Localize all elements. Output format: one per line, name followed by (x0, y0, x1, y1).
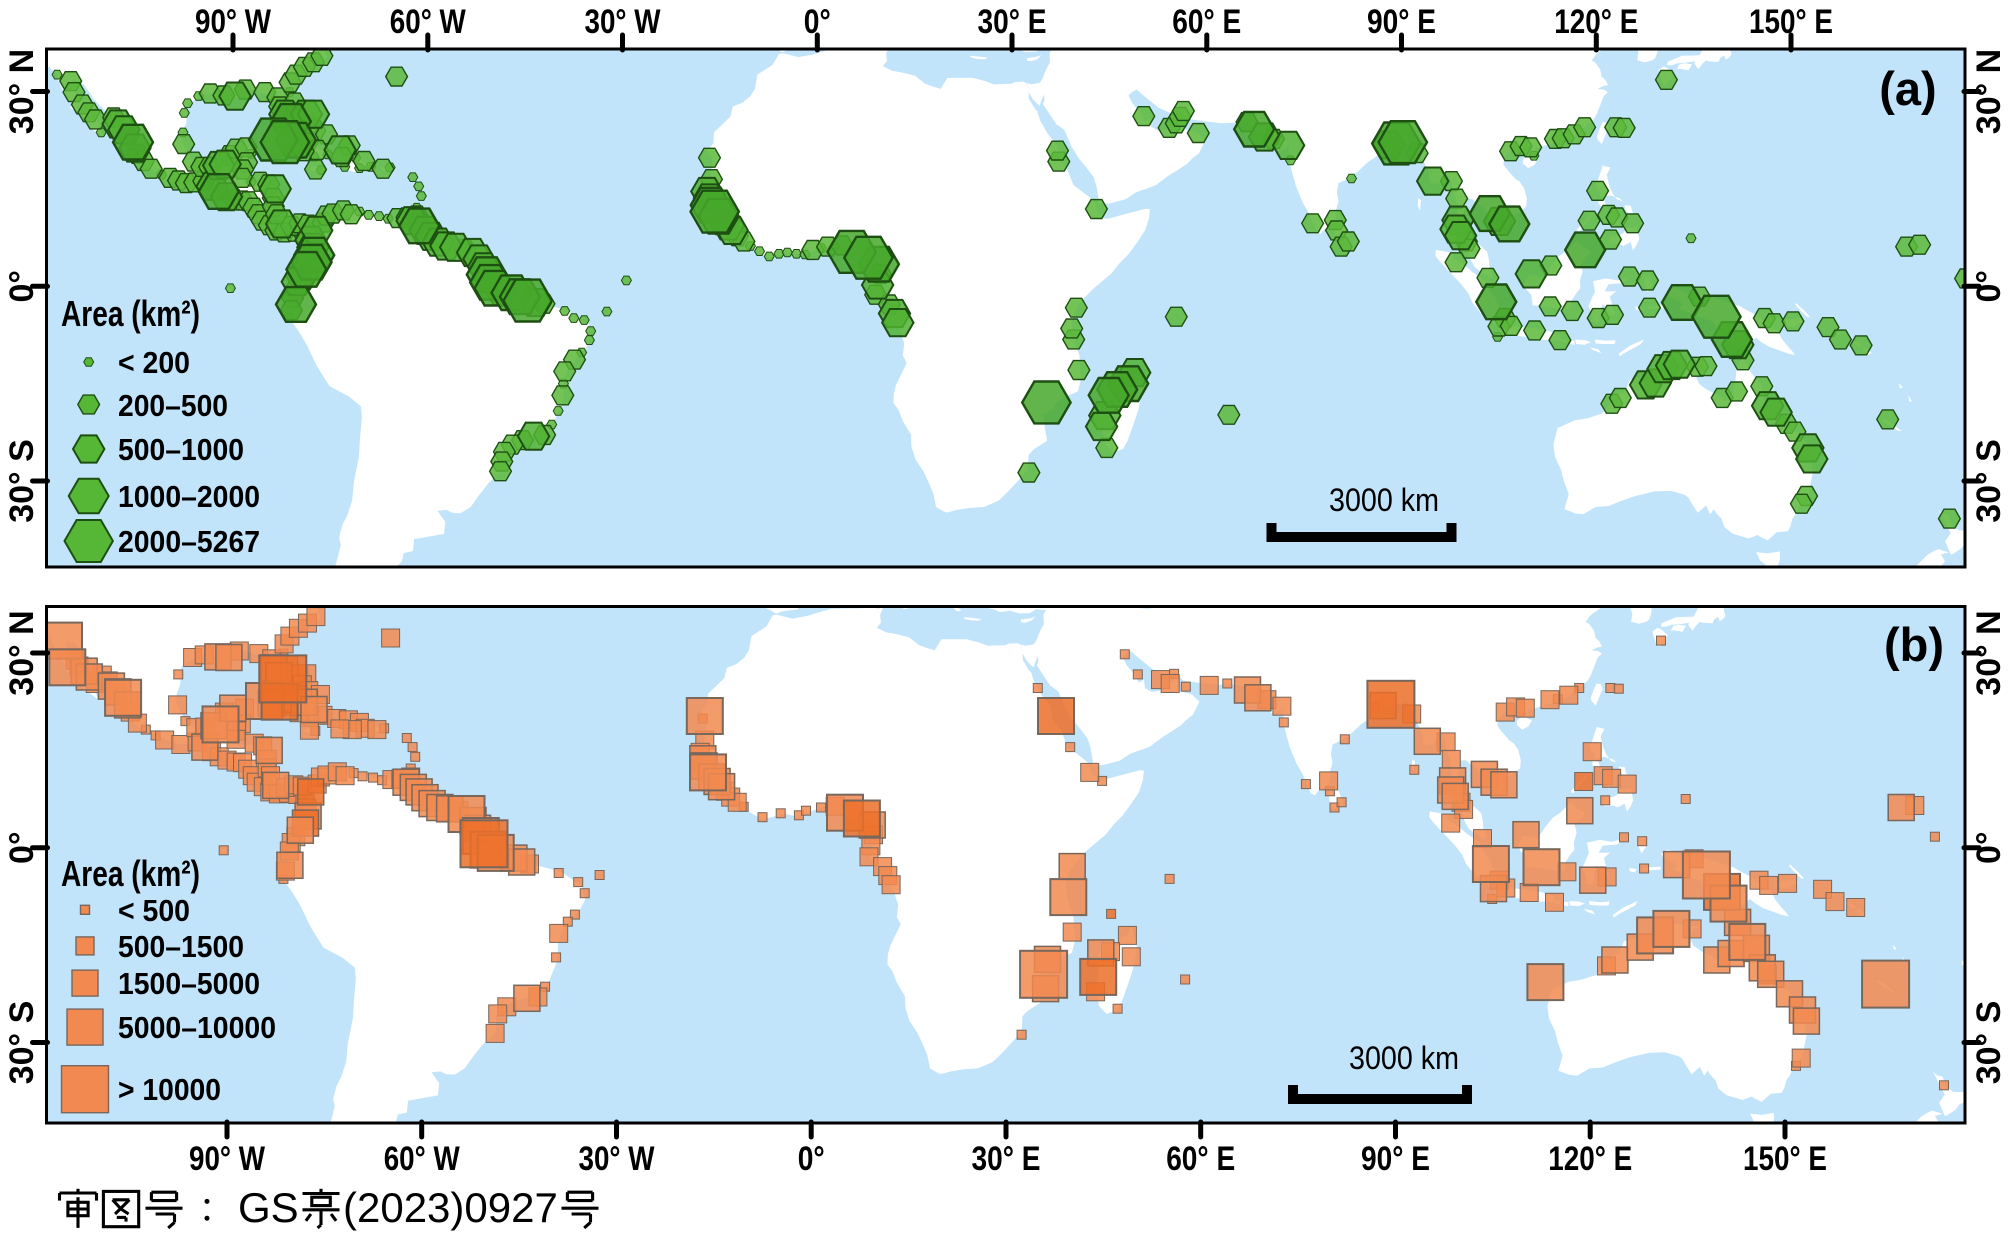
svg-text:30° E: 30° E (972, 1140, 1041, 1178)
svg-text:30° W: 30° W (579, 1140, 656, 1178)
svg-text:60° W: 60° W (390, 3, 467, 41)
svg-text:90° W: 90° W (195, 3, 272, 41)
svg-text:30° N: 30° N (1970, 49, 2008, 134)
svg-text:0°: 0° (1970, 831, 2008, 864)
svg-text:120° E: 120° E (1548, 1140, 1632, 1178)
svg-text:500–1000: 500–1000 (118, 432, 244, 467)
svg-text:30° S: 30° S (1970, 439, 2008, 523)
svg-text:0°: 0° (3, 270, 41, 303)
svg-text:30° N: 30° N (1970, 610, 2008, 695)
svg-text:< 500: < 500 (118, 893, 190, 928)
svg-text:(2023)0927: (2023)0927 (343, 1184, 558, 1231)
svg-text:150° E: 150° E (1743, 1140, 1827, 1178)
svg-text:0°: 0° (1970, 270, 2008, 303)
svg-text:30° W: 30° W (585, 3, 662, 41)
svg-text:90° E: 90° E (1361, 1140, 1430, 1178)
svg-text:120° E: 120° E (1554, 3, 1638, 41)
svg-text:(a): (a) (1879, 62, 1936, 115)
svg-text:1500–5000: 1500–5000 (118, 966, 260, 1001)
svg-text:0°: 0° (798, 1140, 825, 1178)
svg-text:30° N: 30° N (3, 610, 41, 695)
svg-text:1000–2000: 1000–2000 (118, 479, 260, 514)
svg-text:3000 km: 3000 km (1329, 482, 1439, 518)
svg-text:30° E: 30° E (978, 3, 1047, 41)
svg-text:90° W: 90° W (189, 1140, 266, 1178)
svg-text:2000–5267: 2000–5267 (118, 524, 260, 559)
svg-text:30° S: 30° S (1970, 1001, 2008, 1085)
svg-text:30° N: 30° N (3, 49, 41, 134)
svg-text:500–1500: 500–1500 (118, 929, 244, 964)
svg-text:0°: 0° (3, 831, 41, 864)
svg-text:GS: GS (238, 1184, 299, 1231)
svg-text:60° E: 60° E (1166, 1140, 1235, 1178)
svg-text:30° S: 30° S (3, 439, 41, 523)
svg-text:(b): (b) (1884, 618, 1944, 671)
svg-text:Area (km²): Area (km²) (61, 853, 200, 894)
svg-text:> 10000: > 10000 (118, 1072, 221, 1107)
svg-text:3000 km: 3000 km (1349, 1040, 1459, 1076)
svg-text:30° S: 30° S (3, 1001, 41, 1085)
svg-text:Area (km²): Area (km²) (61, 293, 200, 334)
svg-text:60° W: 60° W (384, 1140, 461, 1178)
svg-text:0°: 0° (804, 3, 831, 41)
svg-text:150° E: 150° E (1749, 3, 1833, 41)
svg-text:< 200: < 200 (118, 345, 190, 380)
svg-text:5000–10000: 5000–10000 (118, 1010, 276, 1045)
svg-text:60° E: 60° E (1172, 3, 1241, 41)
svg-text:200–500: 200–500 (118, 388, 228, 423)
svg-text:90° E: 90° E (1367, 3, 1436, 41)
